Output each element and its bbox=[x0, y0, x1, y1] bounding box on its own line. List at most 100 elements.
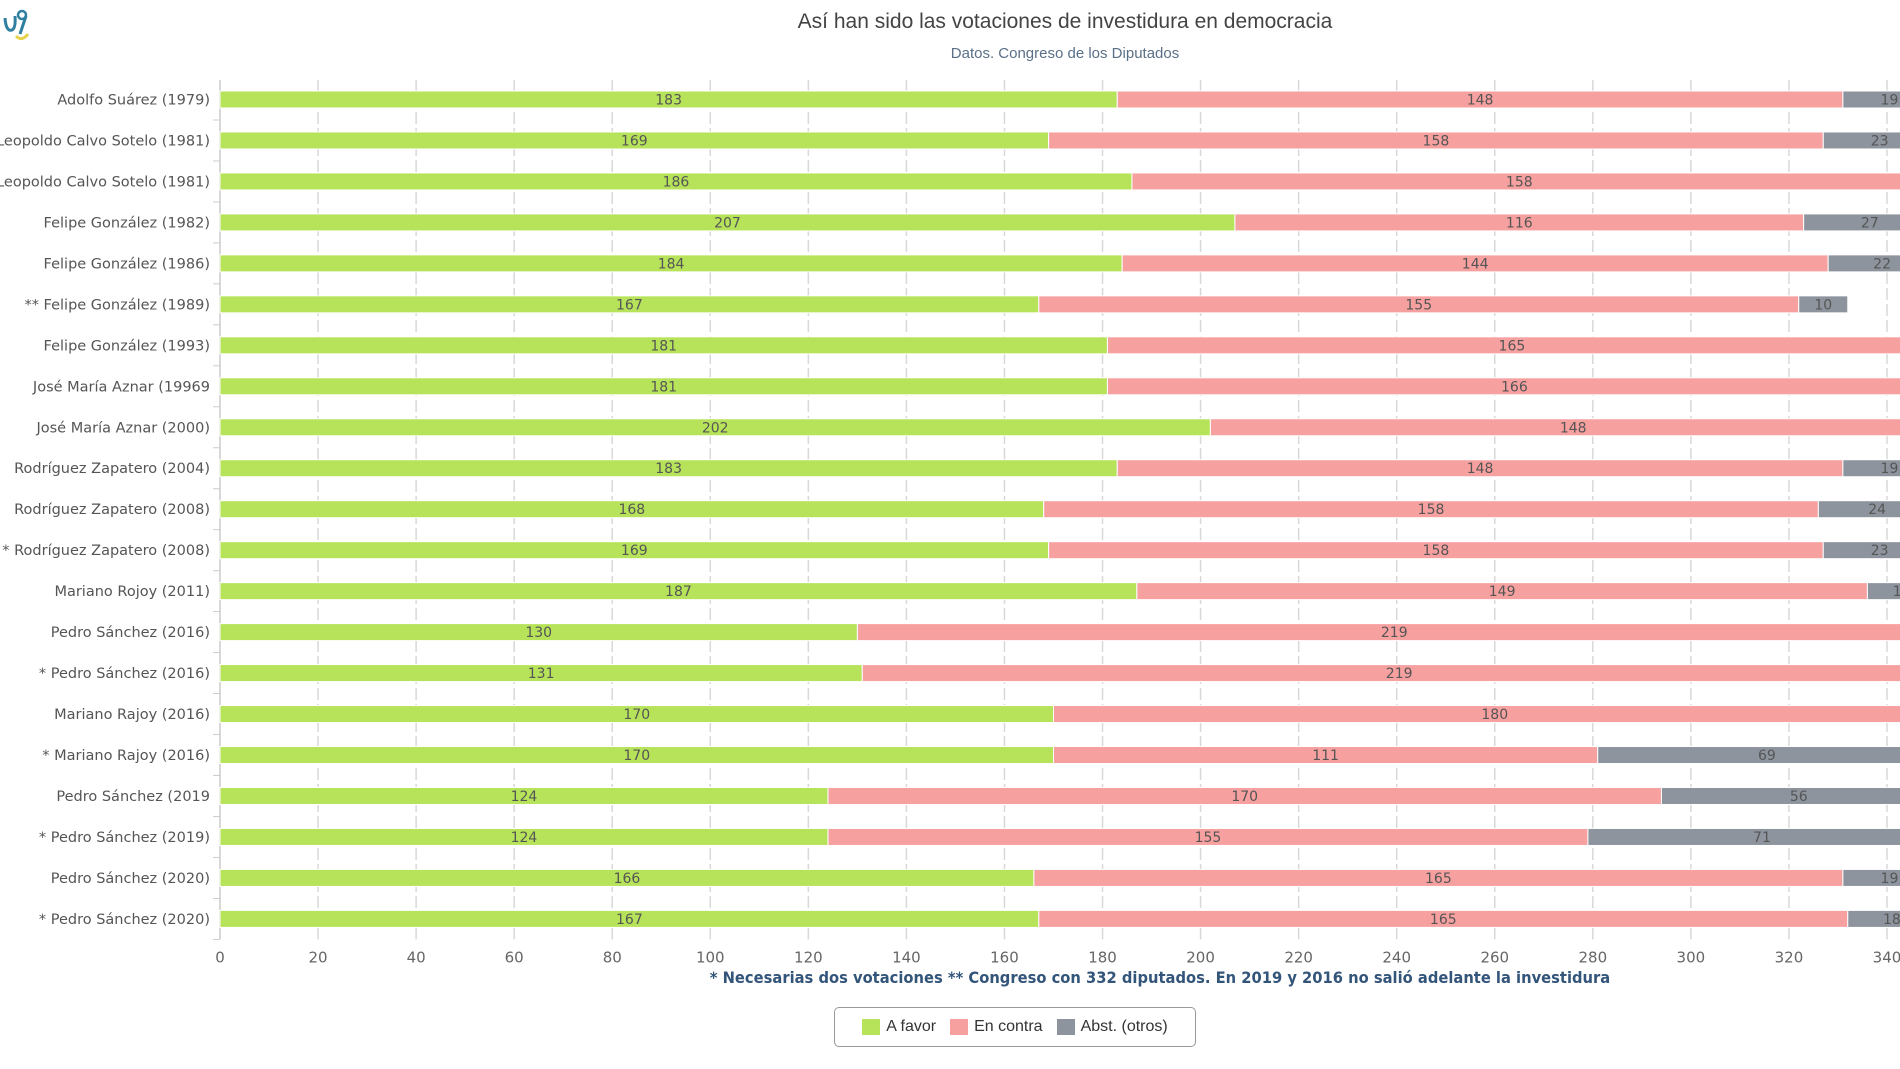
category-label: José María Aznar (2000) bbox=[35, 420, 210, 436]
category-label: Rodríguez Zapatero (2004) bbox=[14, 461, 210, 477]
category-label: Pedro Sánchez (2020) bbox=[51, 871, 210, 887]
category-label: Felipe González (1982) bbox=[44, 215, 210, 231]
x-tick-label: 320 bbox=[1775, 948, 1804, 966]
data-label: 169 bbox=[621, 133, 648, 149]
category-label: José María Aznar (19969 bbox=[32, 379, 210, 395]
category-label: Adolfo Suárez (1979) bbox=[57, 93, 210, 109]
category-label: * Mariano Rajoy (2016) bbox=[42, 748, 210, 764]
category-label: Felipe González (1993) bbox=[44, 338, 210, 354]
chart-title: Así han sido las votaciones de investidu… bbox=[797, 10, 1333, 33]
bar-segment bbox=[861, 664, 1900, 683]
x-tick-label: 40 bbox=[407, 948, 426, 966]
bar-segment bbox=[1106, 336, 1900, 355]
data-label: 124 bbox=[511, 830, 538, 846]
data-label: 130 bbox=[525, 625, 552, 641]
data-label: 27 bbox=[1861, 215, 1879, 231]
bar-segment bbox=[1847, 909, 1900, 928]
data-label: 18 bbox=[1883, 912, 1900, 928]
data-label: 186 bbox=[663, 174, 690, 190]
data-label: 14 bbox=[1893, 584, 1900, 600]
data-label: 202 bbox=[702, 420, 729, 436]
data-label: 187 bbox=[665, 584, 692, 600]
bar-segment bbox=[1817, 500, 1900, 519]
data-label: 131 bbox=[528, 666, 555, 682]
legend-label: Abst. (otros) bbox=[1080, 1018, 1168, 1035]
bar-segment bbox=[1106, 377, 1900, 396]
data-label: 167 bbox=[616, 297, 643, 313]
bar-segment bbox=[1842, 90, 1900, 109]
legend-item-en-contra[interactable]: En contra bbox=[950, 1018, 1043, 1036]
data-label: 69 bbox=[1758, 748, 1776, 764]
chart-subtitle: Datos. Congreso de los Diputados bbox=[950, 45, 1180, 62]
data-label: 158 bbox=[1418, 502, 1445, 518]
data-label: 165 bbox=[1425, 871, 1452, 887]
data-label: 170 bbox=[623, 707, 650, 723]
category-label: Mariano Rojoy (2011) bbox=[54, 584, 210, 600]
x-tick-label: 200 bbox=[1186, 948, 1215, 966]
x-tick-label: 140 bbox=[892, 948, 921, 966]
x-tick-label: 340 bbox=[1873, 948, 1900, 966]
data-label: 165 bbox=[1430, 912, 1457, 928]
category-label: Leopoldo Calvo Sotelo (1981) bbox=[0, 133, 210, 149]
category-label: Rodríguez Zapatero (2008) bbox=[14, 502, 210, 518]
data-label: 149 bbox=[1489, 584, 1516, 600]
x-tick-label: 180 bbox=[1088, 948, 1117, 966]
legend-label: A favor bbox=[886, 1018, 937, 1035]
legend-label: En contra bbox=[974, 1018, 1043, 1035]
legend-item-a-favor[interactable]: A favor bbox=[862, 1018, 936, 1036]
bar-segment bbox=[856, 623, 1900, 642]
bar-segment bbox=[1827, 254, 1900, 273]
data-label: 183 bbox=[655, 93, 682, 109]
data-label: 181 bbox=[650, 379, 677, 395]
data-label: 219 bbox=[1386, 666, 1413, 682]
data-label: 24 bbox=[1868, 502, 1886, 518]
category-label: Pedro Sánchez (2016) bbox=[51, 625, 210, 641]
category-label: Pedro Sánchez (2019 bbox=[56, 789, 210, 805]
bar-segment bbox=[1842, 459, 1900, 478]
brand-logo bbox=[2, 8, 32, 47]
data-label: 148 bbox=[1560, 420, 1587, 436]
x-tick-label: 120 bbox=[794, 948, 823, 966]
category-label: Leopoldo Calvo Sotelo (1981) bbox=[0, 174, 210, 190]
data-label: 155 bbox=[1195, 830, 1222, 846]
data-label: 219 bbox=[1381, 625, 1408, 641]
data-label: 181 bbox=[650, 338, 677, 354]
category-label: Mariano Rajoy (2016) bbox=[54, 707, 210, 723]
data-label: 170 bbox=[623, 748, 650, 764]
data-label: 180 bbox=[1481, 707, 1508, 723]
data-label: 148 bbox=[1467, 461, 1494, 477]
bar-segment bbox=[1842, 868, 1900, 887]
data-label: 167 bbox=[616, 912, 643, 928]
data-label: 19 bbox=[1881, 871, 1899, 887]
data-label: 116 bbox=[1506, 215, 1533, 231]
data-label: 124 bbox=[511, 789, 538, 805]
data-label: 158 bbox=[1423, 133, 1450, 149]
x-tick-label: 240 bbox=[1382, 948, 1411, 966]
data-label: 22 bbox=[1873, 256, 1891, 272]
category-label: * Pedro Sánchez (2016) bbox=[39, 666, 210, 682]
x-tick-label: 80 bbox=[603, 948, 622, 966]
data-label: 155 bbox=[1405, 297, 1432, 313]
bar-segment bbox=[1587, 827, 1900, 846]
data-label: 170 bbox=[1231, 789, 1258, 805]
bar-segment bbox=[1803, 213, 1900, 232]
data-label: 166 bbox=[614, 871, 641, 887]
legend-item-abstencion[interactable]: Abst. (otros) bbox=[1056, 1018, 1168, 1036]
data-label: 158 bbox=[1506, 174, 1533, 190]
chart-footnote: * Necesarias dos votaciones ** Congreso … bbox=[709, 968, 1611, 987]
x-tick-label: 0 bbox=[215, 948, 225, 966]
bar-segment bbox=[1822, 541, 1900, 560]
bar-segment bbox=[1053, 705, 1900, 724]
category-label: ** Felipe González (1989) bbox=[24, 297, 210, 313]
data-label: 168 bbox=[618, 502, 645, 518]
data-label: 148 bbox=[1467, 93, 1494, 109]
data-label: 207 bbox=[714, 215, 741, 231]
data-label: 158 bbox=[1423, 543, 1450, 559]
x-tick-label: 160 bbox=[990, 948, 1019, 966]
data-label: 19 bbox=[1881, 461, 1899, 477]
x-tick-label: 280 bbox=[1579, 948, 1608, 966]
bar-segment bbox=[1798, 295, 1849, 314]
data-label: 19 bbox=[1881, 93, 1899, 109]
bar-segment bbox=[1597, 746, 1900, 765]
bar-segment bbox=[1822, 131, 1900, 150]
